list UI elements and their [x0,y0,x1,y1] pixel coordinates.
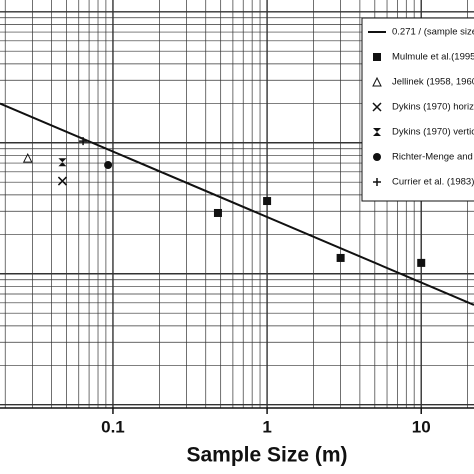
point [372,76,382,87]
x-axis-label: Sample Size (m) [186,444,347,467]
legend-label: Jellinek (1958, 1960 [392,77,474,88]
x-tick-label: 0.1 [101,417,125,436]
fit-line [0,102,474,306]
point [57,176,67,186]
point [22,152,33,163]
point [336,253,345,262]
x-tick-label: 1 [262,417,271,436]
point [373,178,381,186]
point [213,208,222,217]
legend-box [361,17,474,202]
legend-label: Dykins (1970) horizon [392,102,474,113]
point [372,102,382,112]
point [373,53,381,61]
point [373,128,381,136]
point [373,153,381,161]
point [263,197,272,206]
legend-label: Mulmule et al.(1995) [392,52,474,63]
point [417,258,426,267]
legend-label: 0.271 / (sample size) [392,27,474,38]
legend-label: Dykins (1970) vertica [392,127,474,138]
point [58,158,67,167]
legend-label: Richter-Menge and C [392,152,474,163]
x-tick-label: 10 [412,417,431,436]
point [104,161,113,170]
legend-label: Currier et al. (1983) [392,177,474,188]
point [79,137,88,146]
